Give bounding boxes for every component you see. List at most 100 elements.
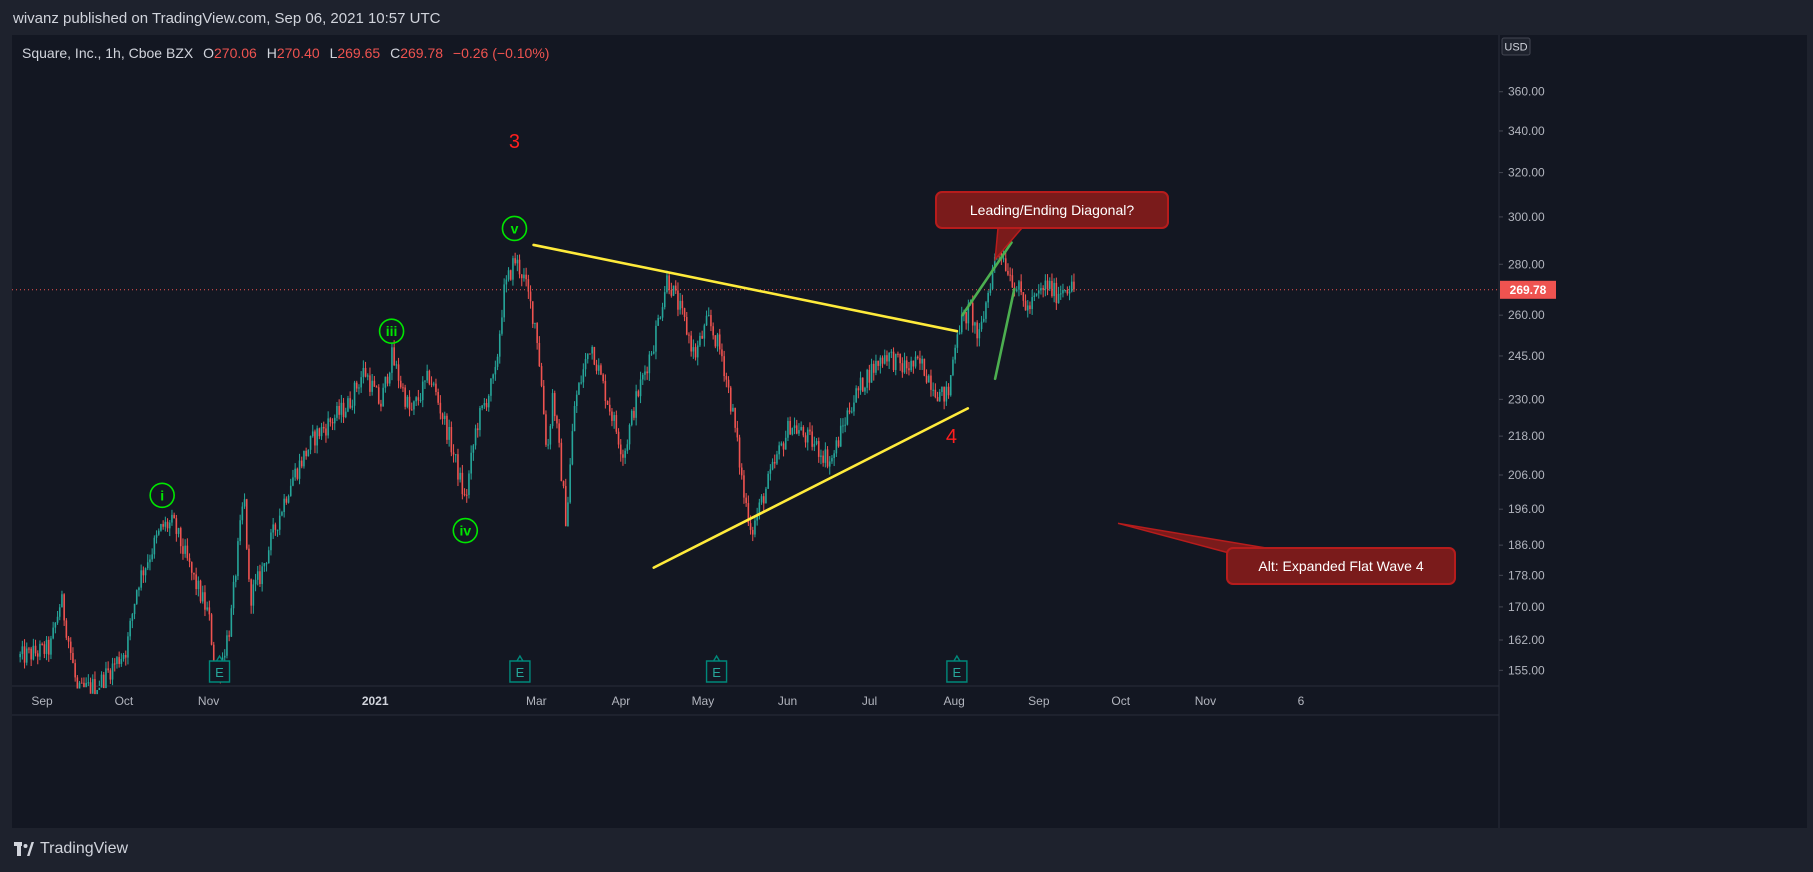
candle-body (729, 387, 732, 412)
candle-body (1026, 305, 1029, 311)
candle-body (375, 386, 378, 388)
candle-body (824, 449, 827, 463)
candle-body (465, 494, 468, 496)
candle-body (1044, 280, 1047, 290)
wave-label-4[interactable]: 4 (946, 426, 957, 448)
candle-body (188, 558, 191, 563)
time-axis[interactable]: Sep Oct Nov 2021 Mar Apr May Jun Jul Aug Sep Oct Nov… (31, 694, 1304, 708)
candle-body (582, 369, 585, 383)
low-label: L (329, 45, 338, 61)
candle-body (747, 503, 750, 524)
y-tick-label-partial: 380.00 (1508, 35, 1545, 36)
candle-body (589, 353, 591, 355)
callouts[interactable]: Leading/Ending Diagonal? Alt: Expanded Fl… (935, 191, 1456, 585)
earnings-marker-box (509, 654, 531, 683)
candle-body (835, 440, 838, 454)
currency-badge-label: USD (1504, 42, 1527, 54)
candle-body (193, 572, 195, 575)
callout-2[interactable]: Alt: Expanded Flat Wave 4 (1117, 522, 1456, 585)
candle-body (19, 653, 21, 658)
candle-body (74, 663, 76, 678)
candle-body (523, 274, 525, 279)
candle-body (391, 347, 393, 373)
candle-body (182, 546, 184, 554)
wave-label-i[interactable]: i (160, 487, 164, 503)
candle-body (415, 397, 417, 402)
candle-body (839, 425, 842, 447)
candle-body (162, 524, 164, 527)
wave-label-iv[interactable]: iv (459, 523, 471, 539)
candle-body (448, 426, 450, 440)
diagonal-lower[interactable] (993, 287, 1016, 381)
last-price-tag-box (1500, 280, 1556, 299)
currency-badge[interactable]: USD (1501, 37, 1531, 56)
candle-body (360, 377, 362, 388)
candle-body (32, 645, 35, 660)
candle-body (705, 315, 708, 326)
candle-body (151, 554, 153, 560)
tradingview-logo[interactable]: TradingView (14, 840, 128, 858)
earnings-marker[interactable]: E (208, 654, 231, 683)
candle-body (241, 506, 244, 521)
candle-body (168, 522, 171, 529)
candle-body (120, 658, 123, 664)
candle-body (283, 498, 285, 513)
callout-box (935, 191, 1169, 229)
symbol-legend[interactable]: Square, Inc., 1h, Cboe BZX O270.06 H270.… (22, 45, 549, 61)
wave-label-iii[interactable]: iii (386, 323, 398, 339)
candle-body (1042, 288, 1044, 290)
candle-body (795, 425, 798, 434)
candle-body (875, 360, 877, 373)
earnings-marker-box (208, 654, 231, 683)
change-value: −0.26 (−0.10%) (452, 45, 550, 61)
candle-body (201, 592, 204, 602)
candle-body (157, 530, 160, 535)
candle-body (734, 407, 736, 428)
candle-body (707, 315, 710, 317)
candle-body (622, 454, 624, 458)
candle-body (1059, 293, 1062, 295)
candle-body (619, 444, 622, 455)
candle-body (611, 411, 613, 421)
candle-body (496, 356, 499, 367)
wave-label-v[interactable]: v (511, 220, 519, 236)
candle-body (470, 452, 472, 474)
candle-body (696, 345, 699, 358)
earnings-marker[interactable]: E (509, 654, 531, 683)
price-chart[interactable]: 360.00 340.00 320.00 300.00 280.00 260.00 245.… (12, 22, 1807, 828)
upper-triangle-line[interactable] (532, 243, 959, 333)
candle-body (846, 410, 849, 425)
candle-body (353, 382, 356, 406)
candle-body (815, 441, 818, 444)
chart-area[interactable]: 360.00 340.00 320.00 300.00 280.00 260.00 245.… (12, 22, 1807, 828)
callout-1[interactable]: Leading/Ending Diagonal? (935, 191, 1169, 262)
candle-body (674, 285, 677, 291)
x-tick-label: Mar (526, 694, 547, 708)
candle-body (677, 290, 679, 310)
candle-body (144, 568, 147, 576)
candle-body (650, 353, 653, 355)
candle-body (721, 349, 723, 357)
candle-body (406, 396, 409, 407)
candle-body (529, 291, 532, 302)
trendlines[interactable] (532, 241, 1016, 569)
candle-body (672, 285, 675, 296)
candle-body (661, 307, 664, 318)
candle-body (340, 402, 343, 415)
candle-body (1073, 281, 1075, 290)
diagonal-upper[interactable] (961, 241, 1013, 317)
candle-body (886, 355, 888, 362)
wave-label-3[interactable]: 3 (509, 131, 520, 153)
price-axis[interactable]: 360.00 340.00 320.00 300.00 280.00 260.00 245.… (1499, 22, 1545, 677)
candle-body (441, 413, 444, 419)
earnings-marker[interactable]: E (946, 654, 968, 683)
candle-body (666, 275, 668, 293)
lower-triangle-line[interactable] (652, 407, 970, 569)
candle-body (751, 529, 754, 535)
candle-body (131, 614, 134, 621)
earnings-marker[interactable]: E (705, 654, 728, 683)
candle-body (338, 405, 340, 415)
candle-body (738, 437, 741, 468)
